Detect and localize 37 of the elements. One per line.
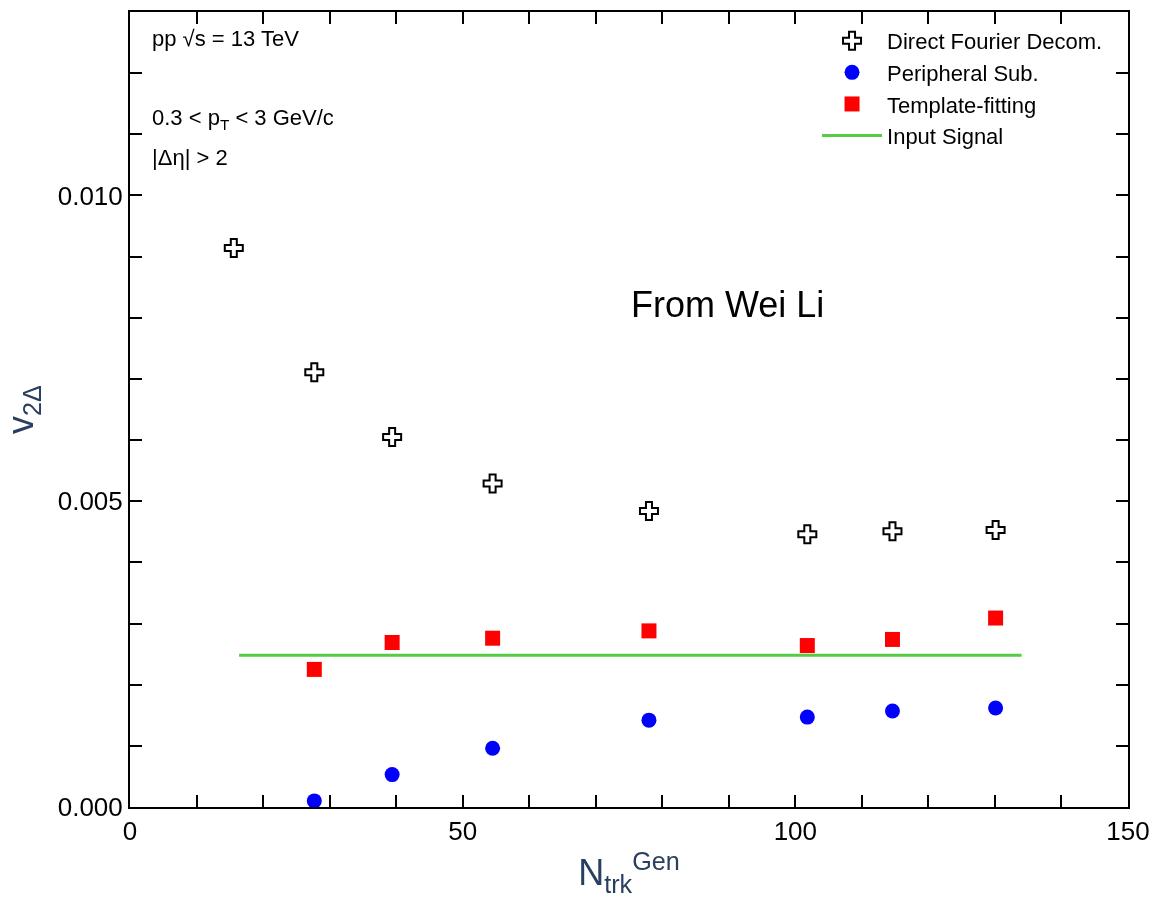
x-tick-label: 50 [448,816,478,847]
point [306,793,322,809]
point [884,703,900,719]
point [485,630,501,646]
point [485,740,501,756]
x-tick-label: 100 [773,816,818,847]
legend-label: Direct Fourier Decom. [887,29,1103,55]
point [985,519,1006,540]
legend-label: Input Signal [887,124,1004,150]
point [382,427,403,448]
y-tick-label: 0.000 [57,792,123,823]
point [641,712,657,728]
point [882,521,903,542]
point [306,661,322,677]
x-tick-label: 150 [1106,816,1150,847]
point [797,524,818,545]
point [384,635,400,650]
point [988,610,1004,626]
annotation: 0.3 < p$_{T}$ < 3 GeV/c [152,105,334,133]
point [799,638,815,654]
legend-label: Peripheral Sub. [887,60,1039,86]
point [988,700,1004,716]
x-tick-label: 0 [122,816,138,847]
point [482,473,503,494]
point [304,362,325,383]
legend-label: Template-fitting [887,92,1037,118]
y-tick-label: 0.010 [57,180,123,211]
point [638,501,659,522]
annotation: pp √s = 13 TeV [152,26,300,51]
y-tick-label: 0.005 [57,486,123,517]
annotation: |Δη| > 2 [152,145,228,170]
point [799,709,815,725]
annotation: From Wei Li [631,284,825,325]
point [884,631,900,647]
point [641,623,657,639]
point [223,238,244,259]
point [384,767,400,783]
